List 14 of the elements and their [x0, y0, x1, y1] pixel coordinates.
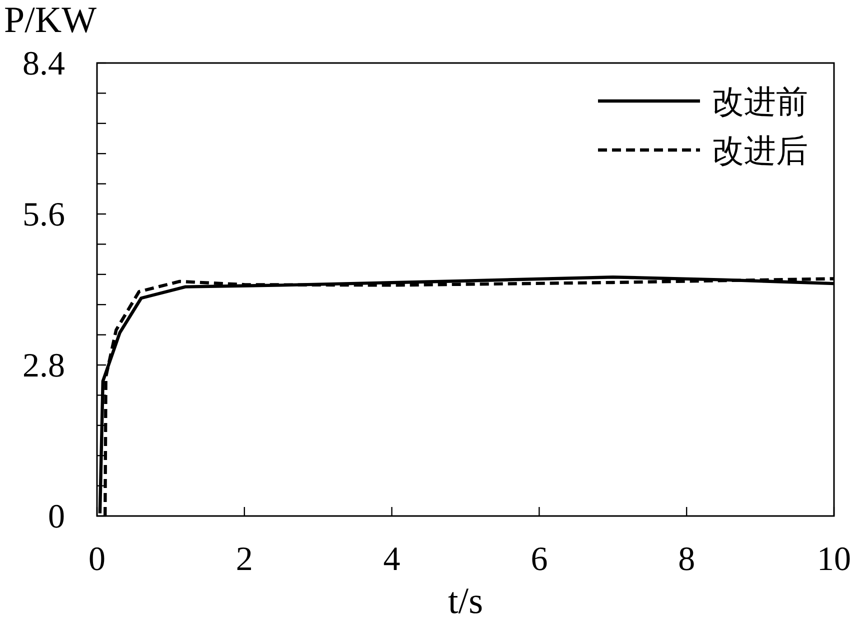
x-tick-label: 2 — [236, 541, 253, 578]
legend-label: 改进后 — [712, 132, 808, 169]
legend-label: 改进前 — [712, 84, 808, 120]
x-tick-label: 0 — [88, 541, 106, 578]
y-tick-label: 5.6 — [22, 196, 65, 234]
x-tick-label: 10 — [817, 541, 851, 578]
x-tick-label: 4 — [383, 541, 400, 578]
y-tick-label: 0 — [48, 498, 65, 536]
x-tick-label: 8 — [678, 541, 696, 578]
y-tick-label: 8.4 — [22, 46, 65, 83]
y-tick-label: 2.8 — [22, 348, 65, 385]
x-tick-label: 6 — [530, 541, 548, 578]
x-axis-title: t/s — [448, 581, 483, 622]
y-axis-title: P/KW — [4, 0, 97, 41]
